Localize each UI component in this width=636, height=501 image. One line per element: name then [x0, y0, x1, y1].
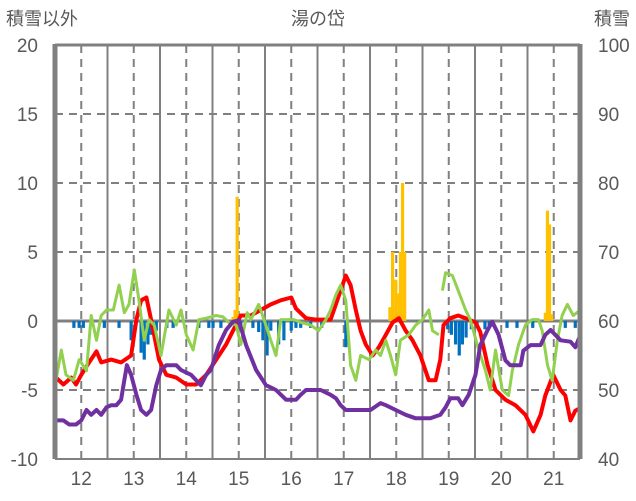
blue-bar: [531, 321, 535, 328]
orange-bar: [231, 316, 235, 321]
blue-bar: [251, 321, 255, 328]
orange-bar: [398, 252, 403, 321]
y-left-tick-label: 10: [17, 174, 38, 195]
blue-bar: [102, 321, 106, 328]
blue-bar: [257, 321, 261, 333]
blue-bar: [154, 321, 158, 331]
red-series-line: [54, 273, 582, 434]
y-right-tick-label: 50: [598, 381, 619, 402]
x-tick-label: 13: [123, 469, 144, 490]
blue-bar: [72, 321, 76, 328]
y-left-tick-label: -10: [11, 450, 38, 471]
green-series-line: [54, 268, 582, 397]
y-right-tick-label: 80: [598, 174, 619, 195]
bars: [72, 183, 577, 360]
x-tick-label: 15: [228, 469, 249, 490]
y-right-tick-label: 90: [598, 105, 619, 126]
blue-bar: [211, 321, 215, 328]
blue-bar: [449, 321, 453, 335]
blue-bar: [299, 321, 303, 328]
y-right-tick-label: 70: [598, 243, 619, 264]
blue-bar: [261, 321, 265, 341]
y-left-tick-label: 5: [27, 243, 38, 264]
lines: [54, 268, 583, 434]
y-left-tick-label: 0: [27, 312, 38, 333]
left-axis-title: 積雪以外: [6, 9, 78, 30]
blue-bar: [457, 321, 461, 356]
x-tick-label: 17: [333, 469, 354, 490]
blue-bar: [269, 321, 273, 331]
blue-bar: [483, 321, 487, 330]
x-tick-label: 19: [438, 469, 459, 490]
x-tick-label: 12: [71, 469, 92, 490]
blue-bar: [117, 321, 121, 328]
blue-bar: [289, 321, 293, 331]
x-tick-label: 21: [543, 469, 564, 490]
right-axis-title: 積雪: [594, 9, 630, 30]
orange-bar: [545, 210, 550, 321]
blue-bar: [81, 321, 85, 328]
blue-bar: [344, 321, 348, 348]
orange-bar: [550, 314, 554, 321]
x-tick-label: 18: [386, 469, 407, 490]
blue-bar: [139, 321, 143, 353]
chart-title: 湯の岱: [291, 9, 345, 30]
orange-bar: [390, 252, 395, 321]
orange-bar: [394, 279, 398, 321]
blue-bar: [446, 321, 450, 330]
y-left-tick-label: 20: [17, 36, 38, 57]
blue-bar: [515, 321, 519, 328]
blue-bar: [129, 321, 133, 341]
blue-bar: [207, 321, 211, 328]
blue-bar: [505, 321, 509, 328]
blue-bar: [77, 321, 81, 328]
blue-bar: [146, 321, 150, 345]
orange-bar: [388, 307, 392, 321]
y-right-tick-label: 40: [598, 450, 619, 471]
blue-bar: [464, 321, 468, 338]
orange-bar: [543, 312, 547, 321]
blue-bar: [171, 321, 175, 328]
blue-bar: [219, 321, 223, 328]
blue-bar: [573, 321, 577, 328]
blue-bar: [563, 321, 567, 328]
y-left-tick-label: -5: [21, 381, 38, 402]
blue-bar: [460, 321, 464, 345]
y-left-tick-label: 15: [17, 105, 38, 126]
blue-bar: [282, 321, 286, 341]
blue-bar: [294, 321, 298, 328]
y-right-tick-label: 100: [598, 36, 630, 57]
orange-bar: [235, 196, 239, 321]
y-right-tick-label: 60: [598, 312, 619, 333]
orange-bar: [400, 183, 405, 321]
orange-bar: [547, 224, 552, 321]
x-tick-label: 14: [176, 469, 198, 490]
orange-bar: [233, 309, 237, 321]
purple-series-line: [56, 318, 583, 427]
x-tick-label: 16: [281, 469, 302, 490]
plot-frame: [52, 43, 583, 460]
orange-bar: [403, 252, 407, 321]
blue-bar: [265, 321, 269, 356]
blue-bar: [453, 321, 458, 345]
x-tick-label: 20: [491, 469, 512, 490]
